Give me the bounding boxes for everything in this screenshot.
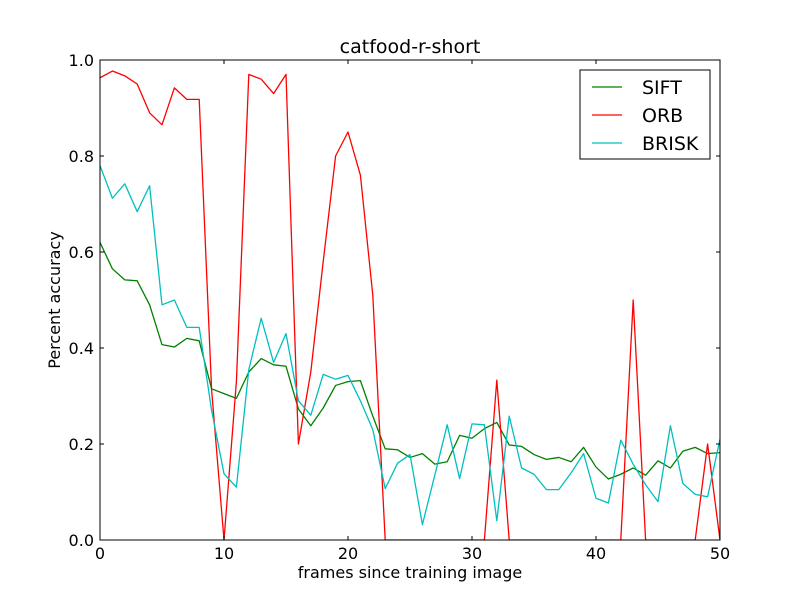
- x-axis-label: frames since training image: [298, 563, 522, 582]
- x-tick-label: 30: [462, 544, 482, 563]
- plot-frame: [99, 59, 721, 541]
- legend: SIFT ORB BRISK: [579, 69, 711, 160]
- y-axis-label: Percent accuracy: [45, 231, 64, 368]
- x-tick-label: 10: [214, 544, 234, 563]
- x-tick-label: 50: [710, 544, 730, 563]
- series-line-sift: [100, 242, 720, 480]
- y-tick-label: 0.4: [69, 339, 94, 358]
- chart-title: catfood-r-short: [340, 36, 481, 58]
- legend-label-orb: ORB: [642, 105, 683, 127]
- x-tick-label: 20: [338, 544, 358, 563]
- y-tick-label: 0.8: [69, 147, 94, 166]
- series-line-brisk: [100, 165, 720, 526]
- y-tick-label: 0.6: [69, 243, 94, 262]
- y-tick-label: 1.0: [69, 51, 94, 70]
- series-line-orb: [100, 70, 720, 540]
- legend-label-brisk: BRISK: [642, 133, 699, 155]
- y-tick-label: 0.2: [69, 435, 94, 454]
- y-tick-label: 0.0: [69, 531, 94, 550]
- x-tick-label: 40: [586, 544, 606, 563]
- x-tick-label: 0: [95, 544, 105, 563]
- legend-label-sift: SIFT: [642, 77, 682, 99]
